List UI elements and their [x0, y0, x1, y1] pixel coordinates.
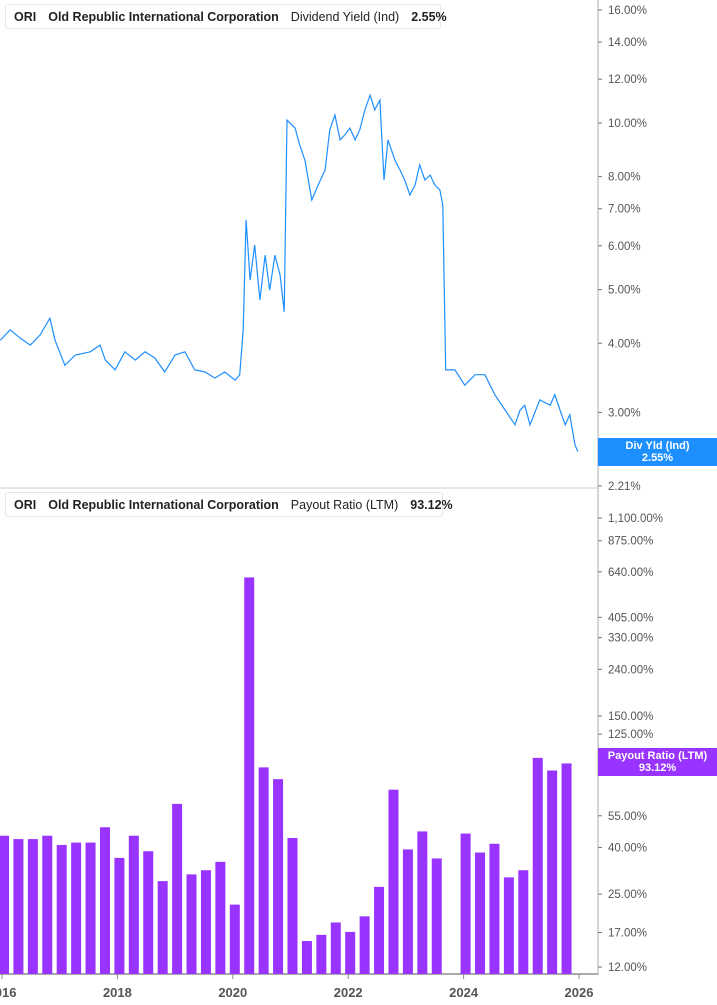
y-tick-label: 17.00% — [608, 927, 647, 939]
payout-bar — [172, 803, 183, 974]
payout-bar — [518, 870, 529, 974]
y-tick-label: 640.00% — [608, 567, 653, 579]
y-tick-label: 125.00% — [608, 729, 653, 741]
y-tick-label: 875.00% — [608, 536, 653, 548]
legend-value: 93.12% — [410, 497, 453, 512]
y-tick-label: 3.00% — [608, 407, 641, 419]
badge-label: Payout Ratio (LTM) — [607, 750, 708, 762]
legend-metric: Dividend Yield (Ind) — [290, 9, 400, 24]
y-tick-label: 12.00% — [608, 74, 647, 86]
y-tick-label: 240.00% — [608, 664, 653, 676]
payout-bar — [547, 770, 558, 974]
payout-bar — [99, 827, 110, 974]
payout-bar — [301, 941, 312, 974]
y-tick-label: 5.00% — [608, 285, 641, 297]
payout-bar — [561, 763, 572, 974]
payout-bar — [128, 835, 139, 974]
current-yield-badge: Div Yld (Ind) 2.55% — [598, 438, 717, 466]
y-tick-label: 6.00% — [608, 241, 641, 253]
payout-bar — [287, 837, 298, 974]
x-tick-label: 2022 — [334, 985, 363, 1000]
payout-bar — [460, 833, 471, 974]
payout-bar — [114, 857, 125, 974]
x-tick-label: 2016 — [0, 985, 16, 1000]
y-tick-label: 7.00% — [608, 204, 641, 216]
dividend-yield-line — [0, 93, 579, 452]
badge-label: Div Yld (Ind) — [625, 440, 690, 452]
top-legend: ORI Old Republic International Corporati… — [5, 4, 447, 29]
payout-bar — [345, 931, 356, 974]
y-tick-label: 40.00% — [608, 842, 647, 854]
badge-value: 2.55% — [641, 452, 674, 464]
payout-bar — [359, 916, 370, 974]
payout-bar — [42, 835, 53, 974]
payout-bar — [200, 870, 211, 974]
bottom-legend: ORI Old Republic International Corporati… — [5, 492, 453, 517]
y-tick-label: 405.00% — [608, 612, 653, 624]
x-tick-label: 2024 — [449, 985, 479, 1000]
y-tick-label: 150.00% — [608, 711, 653, 723]
payout-bar — [503, 877, 514, 974]
y-tick-label: 25.00% — [608, 889, 647, 901]
payout-bar — [244, 577, 255, 974]
payout-bar — [0, 835, 9, 974]
payout-bar — [56, 844, 67, 974]
y-tick-label: 2.21% — [608, 481, 641, 493]
payout-bar — [402, 849, 413, 974]
current-payout-badge: Payout Ratio (LTM) 93.12% — [598, 748, 717, 776]
legend-ticker: ORI — [14, 9, 37, 24]
payout-bar — [273, 779, 284, 974]
x-tick-label: 2026 — [565, 985, 594, 1000]
payout-bar — [431, 858, 442, 974]
y-tick-label: 10.00% — [608, 118, 647, 130]
payout-bar — [85, 842, 96, 974]
payout-bar — [417, 831, 428, 974]
payout-bar — [71, 842, 82, 974]
payout-bar — [215, 861, 226, 974]
y-tick-label: 4.00% — [608, 338, 641, 350]
y-tick-label: 14.00% — [608, 37, 647, 49]
payout-bar — [489, 843, 500, 974]
y-tick-label: 1,100.00% — [608, 513, 663, 525]
y-tick-label: 16.00% — [608, 5, 647, 17]
payout-bar — [475, 852, 486, 974]
x-tick-label: 2018 — [103, 985, 132, 1000]
payout-bar — [143, 851, 154, 974]
payout-bar — [27, 839, 38, 974]
y-tick-label: 8.00% — [608, 172, 641, 184]
legend-ticker: ORI — [14, 497, 37, 512]
y-tick-label: 12.00% — [608, 962, 647, 974]
payout-bar — [157, 881, 168, 974]
payout-bar — [388, 789, 399, 974]
payout-bar — [229, 904, 240, 974]
payout-bar — [186, 874, 197, 974]
x-tick-label: 2020 — [218, 985, 247, 1000]
legend-company: Old Republic International Corporation — [48, 497, 279, 512]
legend-company: Old Republic International Corporation — [48, 9, 279, 24]
payout-bar — [532, 757, 543, 974]
y-tick-label: 55.00% — [608, 811, 647, 823]
payout-bar — [374, 886, 385, 974]
badge-value: 93.12% — [638, 762, 677, 774]
payout-bar — [258, 767, 269, 974]
legend-value: 2.55% — [411, 9, 447, 24]
payout-bar — [316, 934, 327, 974]
payout-bar — [330, 922, 341, 974]
y-tick-label: 330.00% — [608, 633, 653, 645]
legend-metric: Payout Ratio (LTM) — [290, 497, 399, 512]
payout-bar — [13, 839, 24, 974]
